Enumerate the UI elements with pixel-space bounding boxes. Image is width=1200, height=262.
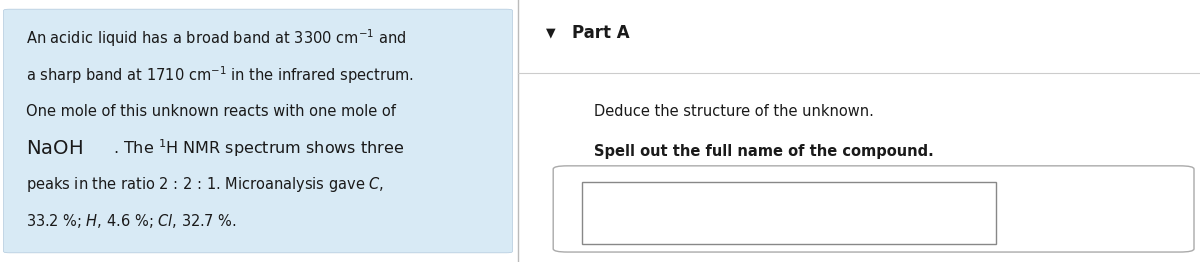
Text: Deduce the structure of the unknown.: Deduce the structure of the unknown. — [594, 104, 874, 119]
Text: peaks in the ratio 2 : 2 : 1. Microanalysis gave $\it{C}$,: peaks in the ratio 2 : 2 : 1. Microanaly… — [26, 175, 384, 194]
Text: Spell out the full name of the compound.: Spell out the full name of the compound. — [594, 144, 934, 160]
FancyBboxPatch shape — [553, 166, 1194, 252]
FancyBboxPatch shape — [4, 9, 512, 253]
Text: $\mathsf{NaOH}$: $\mathsf{NaOH}$ — [26, 139, 83, 157]
Text: 33.2 %; $\it{H}$, 4.6 %; $\it{Cl}$, 32.7 %.: 33.2 %; $\it{H}$, 4.6 %; $\it{Cl}$, 32.7… — [26, 212, 236, 230]
Text: Part A: Part A — [572, 24, 630, 42]
Bar — [582, 182, 996, 244]
Text: An acidic liquid has a broad band at 3300 cm$^{-1}$ and: An acidic liquid has a broad band at 330… — [26, 27, 407, 49]
Text: a sharp band at 1710 cm$^{-1}$ in the infrared spectrum.: a sharp band at 1710 cm$^{-1}$ in the in… — [26, 64, 414, 85]
Text: ▼: ▼ — [546, 26, 556, 39]
Text: One mole of this unknown reacts with one mole of: One mole of this unknown reacts with one… — [26, 104, 396, 119]
Text: . The $^{1}$H $\mathsf{NMR}$ spectrum shows three: . The $^{1}$H $\mathsf{NMR}$ spectrum sh… — [113, 137, 404, 159]
